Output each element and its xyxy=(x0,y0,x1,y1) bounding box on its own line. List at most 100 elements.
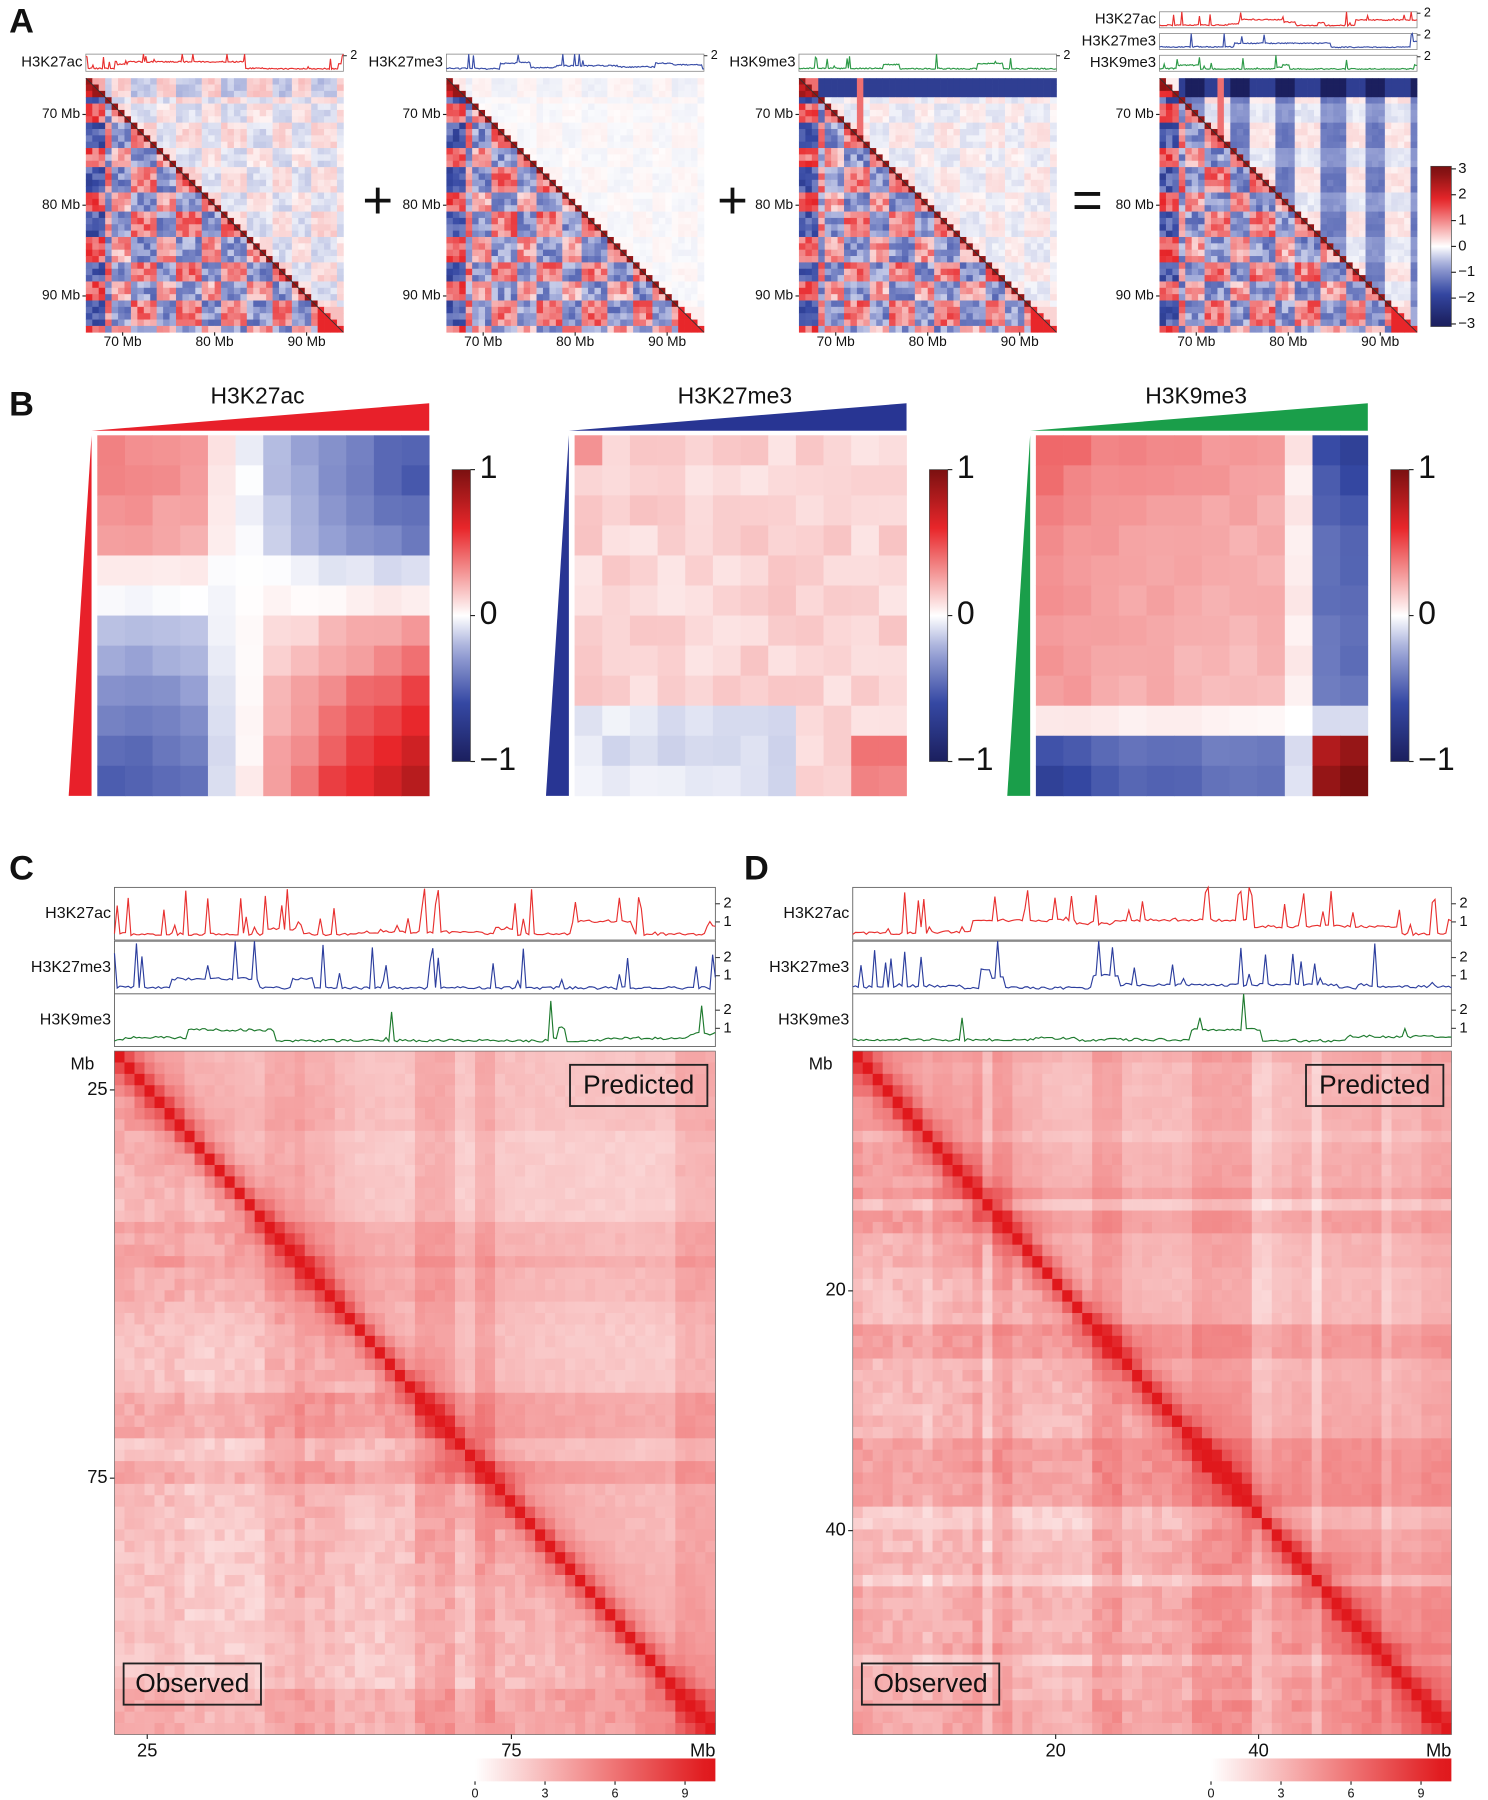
heatmap-cell xyxy=(685,262,692,269)
heatmap-cell xyxy=(491,281,498,288)
heatmap-cell xyxy=(170,307,177,314)
heatmap-cell xyxy=(537,104,544,111)
heatmap-cell xyxy=(170,262,177,269)
heatmap-cell xyxy=(247,250,254,257)
heatmap-cell xyxy=(221,269,228,276)
heatmap-cell xyxy=(646,237,653,244)
heatmap-cell xyxy=(588,116,595,123)
heatmap-cell xyxy=(305,148,312,155)
heatmap-cell xyxy=(588,85,595,92)
heatmap-cell xyxy=(305,262,312,269)
heatmap-cell xyxy=(182,256,189,263)
heatmap-cell xyxy=(838,154,845,161)
heatmap-cell xyxy=(812,161,819,168)
heatmap-cell xyxy=(137,180,144,187)
heatmap-cell xyxy=(112,326,119,333)
heatmap-cell xyxy=(569,269,576,276)
heatmap-cell xyxy=(569,91,576,98)
heatmap-cell xyxy=(562,97,569,104)
x-tick-label: 80 Mb xyxy=(196,334,234,349)
heatmap-cell xyxy=(234,275,241,282)
heatmap-cell xyxy=(659,186,666,193)
heatmap-cell xyxy=(124,294,131,301)
y-tick-label: 90 Mb xyxy=(755,288,793,303)
heatmap-cell xyxy=(170,212,177,219)
heatmap-cell xyxy=(144,231,151,238)
heatmap-cell xyxy=(607,307,614,314)
heatmap-cell xyxy=(992,262,999,269)
heatmap-cell xyxy=(627,154,634,161)
heatmap-cell xyxy=(543,161,550,168)
heatmap-cell xyxy=(105,135,112,142)
heatmap-cell xyxy=(876,326,883,333)
heatmap-cell xyxy=(876,116,883,123)
heatmap-cell xyxy=(896,294,903,301)
heatmap-cell xyxy=(227,186,234,193)
heatmap-cell xyxy=(966,167,973,174)
heatmap-cell xyxy=(453,250,460,257)
heatmap-cell xyxy=(646,250,653,257)
heatmap-cell xyxy=(504,173,511,180)
heatmap-cell xyxy=(685,116,692,123)
heatmap-cell xyxy=(556,129,563,136)
heatmap-cell xyxy=(799,180,806,187)
heatmap-cell xyxy=(208,85,215,92)
heatmap-cell xyxy=(311,231,318,238)
heatmap-cell xyxy=(324,154,331,161)
heatmap-cell xyxy=(305,199,312,206)
heatmap-cell xyxy=(672,135,679,142)
heatmap-cell xyxy=(298,269,305,276)
heatmap-cell xyxy=(202,250,209,257)
heatmap-cell xyxy=(979,91,986,98)
heatmap-cell xyxy=(960,224,967,231)
heatmap-cell xyxy=(273,123,280,130)
heatmap-cell xyxy=(298,154,305,161)
heatmap-cell xyxy=(208,313,215,320)
heatmap-cell xyxy=(627,91,634,98)
heatmap-cell xyxy=(221,256,228,263)
heatmap-cell xyxy=(305,154,312,161)
x-tick-label: 70 Mb xyxy=(464,334,502,349)
heatmap-cell xyxy=(170,199,177,206)
heatmap-cell xyxy=(665,212,672,219)
heatmap-cell xyxy=(953,307,960,314)
heatmap-cell xyxy=(260,307,267,314)
heatmap-cell xyxy=(517,281,524,288)
heatmap-cell xyxy=(556,269,563,276)
heatmap-cell xyxy=(266,129,273,136)
heatmap-cell xyxy=(685,269,692,276)
heatmap-cell xyxy=(863,104,870,111)
heatmap-cell xyxy=(857,186,864,193)
heatmap-cell xyxy=(491,224,498,231)
heatmap-cell xyxy=(1031,243,1038,250)
heatmap-cell xyxy=(537,269,544,276)
heatmap-cell xyxy=(189,91,196,98)
heatmap-cell xyxy=(511,212,518,219)
heatmap-cell xyxy=(260,218,267,225)
heatmap-cell xyxy=(253,256,260,263)
heatmap-cell xyxy=(112,97,119,104)
heatmap-cell xyxy=(601,180,608,187)
heatmap-cell xyxy=(543,91,550,98)
heatmap-cell xyxy=(863,250,870,257)
heatmap-cell xyxy=(537,142,544,149)
heatmap-cell xyxy=(504,123,511,130)
heatmap-cell xyxy=(524,123,531,130)
heatmap-cell xyxy=(124,85,131,92)
heatmap-cell xyxy=(498,250,505,257)
heatmap-cell xyxy=(163,262,170,269)
heatmap-cell xyxy=(672,91,679,98)
heatmap-cell xyxy=(331,78,338,85)
heatmap-cell xyxy=(640,186,647,193)
heatmap-cell xyxy=(292,275,299,282)
heatmap-cell xyxy=(524,320,531,327)
heatmap-cell xyxy=(118,231,125,238)
heatmap-cell xyxy=(1050,154,1057,161)
heatmap-cell xyxy=(1031,193,1038,200)
heatmap-cell xyxy=(562,173,569,180)
heatmap-cell xyxy=(992,320,999,327)
heatmap-cell xyxy=(99,180,106,187)
heatmap-cell xyxy=(208,269,215,276)
heatmap-cell xyxy=(672,154,679,161)
heatmap-cell xyxy=(202,129,209,136)
